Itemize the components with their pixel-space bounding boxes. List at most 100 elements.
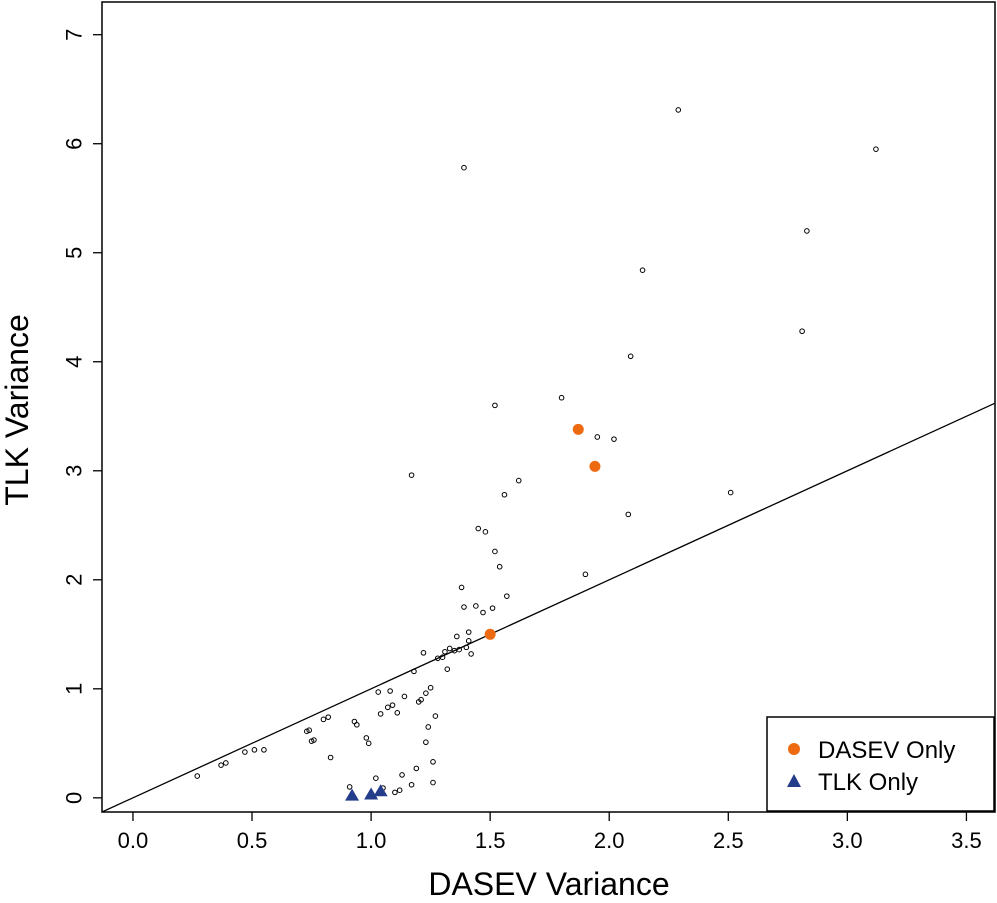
- data-point-s0-70: [558, 394, 565, 401]
- x-tick-label-0: 0.0: [118, 828, 149, 853]
- data-point-s2-0: [345, 788, 360, 801]
- data-point-s0-12: [327, 754, 334, 761]
- x-tick-label-5: 2.5: [713, 828, 744, 853]
- reference-line: [102, 402, 995, 812]
- y-tick-label-5: 5: [62, 247, 87, 259]
- data-point-s0-4: [251, 747, 258, 753]
- y-tick-label-4: 4: [62, 356, 87, 368]
- plot-area: [102, 107, 995, 812]
- data-point-s0-58: [475, 525, 482, 532]
- y-tick-label-6: 6: [62, 138, 87, 150]
- data-point-s0-46: [444, 666, 451, 672]
- data-point-s0-38: [425, 724, 432, 730]
- data-point-s0-28: [399, 772, 405, 778]
- data-point-s0-36: [423, 739, 429, 746]
- x-tick-label-2: 1.0: [356, 828, 387, 853]
- data-point-s0-40: [430, 779, 436, 786]
- y-tick-label-0: 0: [62, 792, 87, 804]
- data-point-s0-62: [489, 605, 496, 611]
- x-tick-label-6: 3.0: [832, 828, 863, 853]
- data-point-s0-9: [311, 737, 317, 743]
- data-point-s0-67: [515, 477, 522, 484]
- data-point-s0-11: [325, 714, 332, 720]
- x-axis: 0.0 0.5 1.0 1.5 2.0 2.5 3.0 3.5: [118, 811, 982, 853]
- data-point-s0-47: [446, 645, 453, 652]
- data-point-s0-30: [408, 781, 415, 788]
- legend-label-dasev-only: DASEV Only: [818, 737, 955, 764]
- data-point-s2-2: [373, 784, 388, 797]
- data-point-s2-1: [364, 787, 379, 800]
- data-point-s0-50: [456, 646, 463, 653]
- data-point-s0-81: [804, 228, 810, 234]
- data-point-s0-25: [392, 789, 398, 796]
- legend-marker-dasev-only: [788, 743, 800, 755]
- data-point-s0-37: [423, 690, 429, 696]
- data-point-s0-19: [375, 689, 382, 695]
- legend-box: [766, 716, 995, 812]
- y-tick-label-1: 1: [62, 683, 87, 695]
- data-point-s0-26: [394, 709, 401, 716]
- data-point-s0-41: [430, 759, 436, 765]
- data-point-s0-57: [473, 603, 479, 609]
- data-point-s0-54: [465, 629, 472, 635]
- data-point-s0-72: [594, 434, 601, 440]
- data-point-s0-80: [799, 328, 805, 335]
- data-point-s0-45: [442, 648, 448, 655]
- data-point-s0-10: [320, 716, 327, 723]
- data-point-s0-16: [363, 735, 370, 741]
- data-point-s0-51: [458, 584, 465, 591]
- data-point-s0-7: [306, 727, 312, 734]
- data-point-s0-13: [346, 784, 353, 790]
- data-point-s0-73: [611, 436, 617, 442]
- data-point-s0-74: [625, 511, 632, 518]
- y-axis-title: TLK Variance: [0, 314, 35, 506]
- data-point-s0-55: [465, 638, 472, 644]
- x-tick-label-4: 2.0: [594, 828, 625, 853]
- data-point-s0-44: [439, 654, 446, 660]
- data-point-s0-71: [582, 571, 589, 578]
- data-point-s0-17: [365, 740, 372, 747]
- data-point-s0-60: [482, 529, 489, 535]
- data-point-s0-56: [468, 651, 474, 657]
- data-point-s0-34: [418, 696, 424, 703]
- data-point-s1-0: [484, 628, 496, 640]
- data-point-s0-75: [627, 353, 634, 360]
- y-tick-label-2: 2: [62, 574, 87, 586]
- data-point-s0-15: [354, 721, 360, 728]
- data-point-s0-52: [461, 604, 467, 610]
- data-point-s0-32: [413, 765, 420, 772]
- data-point-s0-29: [401, 693, 408, 700]
- y-tick-label-3: 3: [62, 465, 87, 477]
- data-point-s0-1: [218, 762, 224, 768]
- data-point-s1-2: [589, 460, 601, 472]
- data-point-s0-5: [261, 747, 267, 753]
- legend: DASEV Only TLK Only: [766, 716, 995, 812]
- legend-label-tlk-only: TLK Only: [818, 769, 918, 796]
- data-point-s0-68: [408, 472, 415, 478]
- data-point-s0-2: [223, 760, 229, 766]
- x-tick-label-7: 3.5: [951, 828, 982, 853]
- data-point-s0-35: [420, 650, 427, 656]
- data-point-s0-0: [194, 773, 201, 779]
- data-point-s0-69: [492, 402, 498, 409]
- data-point-s0-79: [727, 489, 734, 496]
- data-point-s0-53: [463, 644, 470, 651]
- data-point-s0-66: [504, 593, 510, 599]
- x-tick-label-3: 1.5: [475, 828, 506, 853]
- data-point-s0-49: [454, 633, 460, 640]
- data-point-s0-18: [373, 775, 379, 782]
- data-point-s0-59: [480, 609, 486, 616]
- data-point-s0-3: [242, 749, 248, 755]
- x-tick-label-1: 0.5: [237, 828, 268, 853]
- data-point-s0-27: [396, 787, 403, 793]
- data-point-s0-42: [432, 713, 439, 719]
- data-point-s0-23: [387, 688, 393, 694]
- data-point-s1-1: [572, 423, 584, 435]
- data-point-s0-65: [501, 491, 508, 498]
- y-tick-label-7: 7: [62, 29, 87, 41]
- data-point-s0-31: [411, 668, 417, 675]
- data-point-s0-76: [639, 267, 646, 273]
- x-axis-title: DASEV Variance: [428, 866, 669, 902]
- data-point-s0-77: [675, 107, 682, 113]
